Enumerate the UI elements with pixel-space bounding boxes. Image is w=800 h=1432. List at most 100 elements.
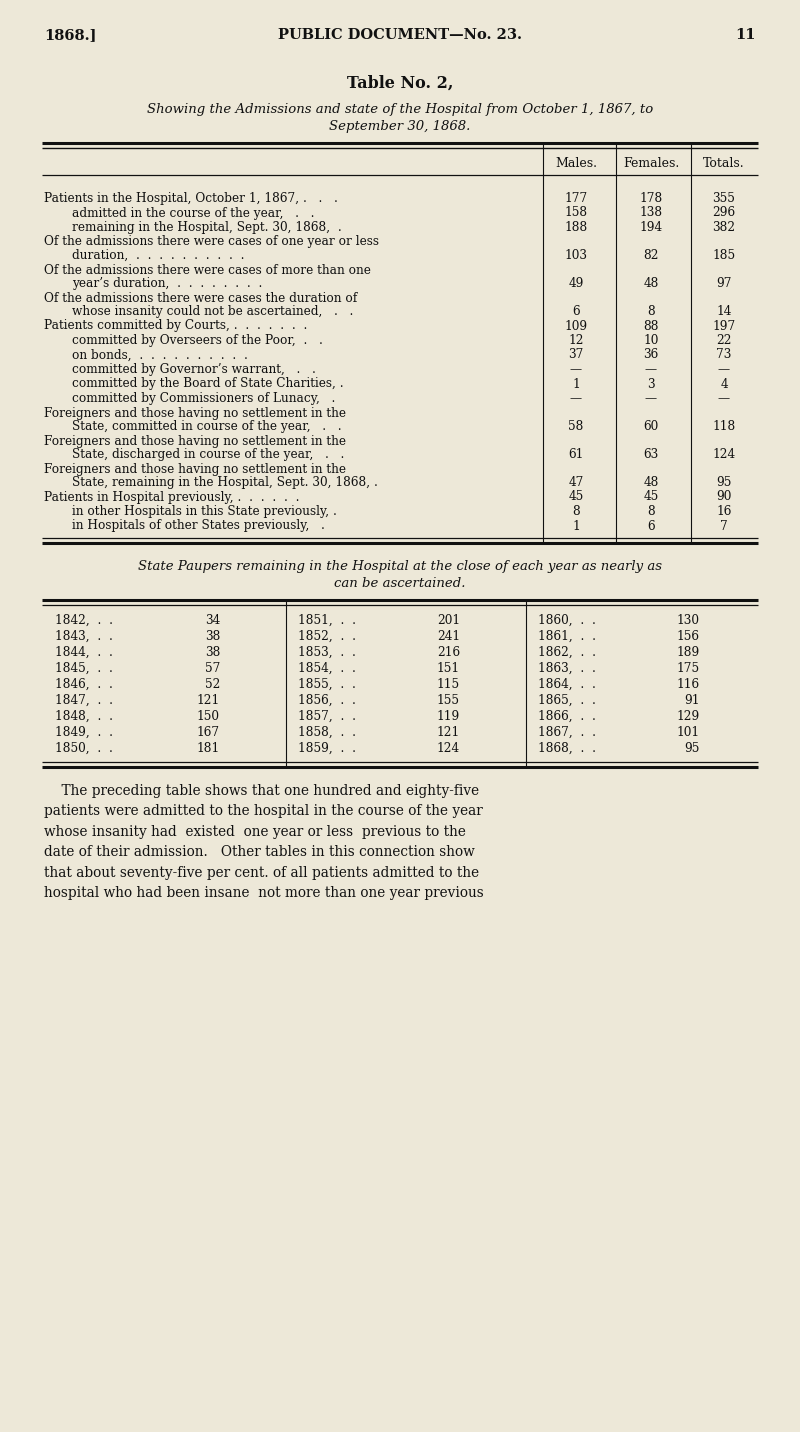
Text: —: — — [645, 362, 657, 377]
Text: 7: 7 — [720, 520, 728, 533]
Text: 88: 88 — [643, 319, 658, 332]
Text: Totals.: Totals. — [703, 158, 745, 170]
Text: 48: 48 — [643, 475, 658, 488]
Text: 45: 45 — [568, 491, 584, 504]
Text: 34: 34 — [205, 614, 220, 627]
Text: 216: 216 — [437, 646, 460, 659]
Text: 116: 116 — [677, 677, 700, 692]
Text: 12: 12 — [568, 334, 584, 347]
Text: remaining in the Hospital, Sept. 30, 1868,  .: remaining in the Hospital, Sept. 30, 186… — [72, 221, 342, 233]
Text: Foreigners and those having no settlement in the: Foreigners and those having no settlemen… — [44, 434, 346, 447]
Text: 130: 130 — [677, 614, 700, 627]
Text: The preceding table shows that one hundred and eighty-five: The preceding table shows that one hundr… — [44, 783, 479, 798]
Text: 1862,  .  .: 1862, . . — [538, 646, 604, 659]
Text: 1849,  .  .: 1849, . . — [55, 726, 121, 739]
Text: 175: 175 — [677, 662, 700, 674]
Text: 177: 177 — [564, 192, 588, 205]
Text: 63: 63 — [643, 448, 658, 461]
Text: 1865,  .  .: 1865, . . — [538, 695, 604, 707]
Text: Of the admissions there were cases of one year or less: Of the admissions there were cases of on… — [44, 235, 379, 249]
Text: 37: 37 — [568, 348, 584, 361]
Text: Patients committed by Courts, .  .  .  .  .  .  .: Patients committed by Courts, . . . . . … — [44, 319, 307, 332]
Text: in other Hospitals in this State previously, .: in other Hospitals in this State previou… — [72, 505, 337, 518]
Text: Patients in the Hospital, October 1, 1867, .   .   .: Patients in the Hospital, October 1, 186… — [44, 192, 338, 205]
Text: 121: 121 — [197, 695, 220, 707]
Text: 57: 57 — [205, 662, 220, 674]
Text: committed by Commissioners of Lunacy,   .: committed by Commissioners of Lunacy, . — [72, 392, 335, 405]
Text: 14: 14 — [716, 305, 732, 318]
Text: 155: 155 — [437, 695, 460, 707]
Text: 121: 121 — [437, 726, 460, 739]
Text: 4: 4 — [720, 378, 728, 391]
Text: 178: 178 — [639, 192, 662, 205]
Text: on bonds,  .  .  .  .  .  .  .  .  .  .: on bonds, . . . . . . . . . . — [72, 348, 248, 361]
Text: 1868,  .  .: 1868, . . — [538, 742, 604, 755]
Text: 382: 382 — [713, 221, 735, 233]
Text: 3: 3 — [647, 378, 655, 391]
Text: 181: 181 — [197, 742, 220, 755]
Text: 1851,  .  .: 1851, . . — [298, 614, 364, 627]
Text: patients were admitted to the hospital in the course of the year: patients were admitted to the hospital i… — [44, 805, 482, 819]
Text: 119: 119 — [437, 710, 460, 723]
Text: 124: 124 — [713, 448, 735, 461]
Text: State, committed in course of the year,   .   .: State, committed in course of the year, … — [72, 420, 342, 432]
Text: 1850,  .  .: 1850, . . — [55, 742, 121, 755]
Text: —: — — [718, 392, 730, 405]
Text: 10: 10 — [643, 334, 658, 347]
Text: State, remaining in the Hospital, Sept. 30, 1868, .: State, remaining in the Hospital, Sept. … — [72, 475, 378, 488]
Text: 47: 47 — [568, 475, 584, 488]
Text: 194: 194 — [639, 221, 662, 233]
Text: 22: 22 — [716, 334, 732, 347]
Text: 189: 189 — [677, 646, 700, 659]
Text: 150: 150 — [197, 710, 220, 723]
Text: 49: 49 — [568, 276, 584, 291]
Text: 1848,  .  .: 1848, . . — [55, 710, 121, 723]
Text: State, discharged in course of the year,   .   .: State, discharged in course of the year,… — [72, 448, 344, 461]
Text: 1847,  .  .: 1847, . . — [55, 695, 121, 707]
Text: hospital who had been insane  not more than one year previous: hospital who had been insane not more th… — [44, 886, 484, 901]
Text: Patients in Hospital previously, .  .  .  .  .  .: Patients in Hospital previously, . . . .… — [44, 491, 299, 504]
Text: 36: 36 — [643, 348, 658, 361]
Text: Females.: Females. — [623, 158, 679, 170]
Text: 158: 158 — [565, 206, 587, 219]
Text: 6: 6 — [647, 520, 655, 533]
Text: 73: 73 — [716, 348, 732, 361]
Text: 1861,  .  .: 1861, . . — [538, 630, 604, 643]
Text: 58: 58 — [568, 420, 584, 432]
Text: 1843,  .  .: 1843, . . — [55, 630, 121, 643]
Text: 1867,  .  .: 1867, . . — [538, 726, 604, 739]
Text: PUBLIC DOCUMENT—No. 23.: PUBLIC DOCUMENT—No. 23. — [278, 29, 522, 42]
Text: committed by Overseers of the Poor,  .   .: committed by Overseers of the Poor, . . — [72, 334, 323, 347]
Text: Showing the Admissions and state of the Hospital from October 1, 1867, to: Showing the Admissions and state of the … — [147, 103, 653, 116]
Text: Males.: Males. — [555, 158, 597, 170]
Text: 296: 296 — [713, 206, 735, 219]
Text: September 30, 1868.: September 30, 1868. — [330, 120, 470, 133]
Text: 8: 8 — [647, 305, 655, 318]
Text: Foreigners and those having no settlement in the: Foreigners and those having no settlemen… — [44, 463, 346, 475]
Text: 38: 38 — [205, 646, 220, 659]
Text: 60: 60 — [643, 420, 658, 432]
Text: 188: 188 — [564, 221, 588, 233]
Text: 124: 124 — [437, 742, 460, 755]
Text: 109: 109 — [565, 319, 587, 332]
Text: 1852,  .  .: 1852, . . — [298, 630, 364, 643]
Text: admitted in the course of the year,   .   .: admitted in the course of the year, . . — [72, 206, 314, 219]
Text: 95: 95 — [716, 475, 732, 488]
Text: 91: 91 — [685, 695, 700, 707]
Text: committed by Governor’s warrant,   .   .: committed by Governor’s warrant, . . — [72, 362, 316, 377]
Text: 197: 197 — [712, 319, 736, 332]
Text: Table No. 2,: Table No. 2, — [347, 74, 453, 92]
Text: 97: 97 — [716, 276, 732, 291]
Text: —: — — [570, 392, 582, 405]
Text: 156: 156 — [677, 630, 700, 643]
Text: 82: 82 — [643, 249, 658, 262]
Text: —: — — [570, 362, 582, 377]
Text: Of the admissions there were cases the duration of: Of the admissions there were cases the d… — [44, 292, 358, 305]
Text: 1859,  .  .: 1859, . . — [298, 742, 364, 755]
Text: 1842,  .  .: 1842, . . — [55, 614, 121, 627]
Text: 95: 95 — [685, 742, 700, 755]
Text: 16: 16 — [716, 505, 732, 518]
Text: 1: 1 — [572, 520, 580, 533]
Text: 138: 138 — [639, 206, 662, 219]
Text: 8: 8 — [572, 505, 580, 518]
